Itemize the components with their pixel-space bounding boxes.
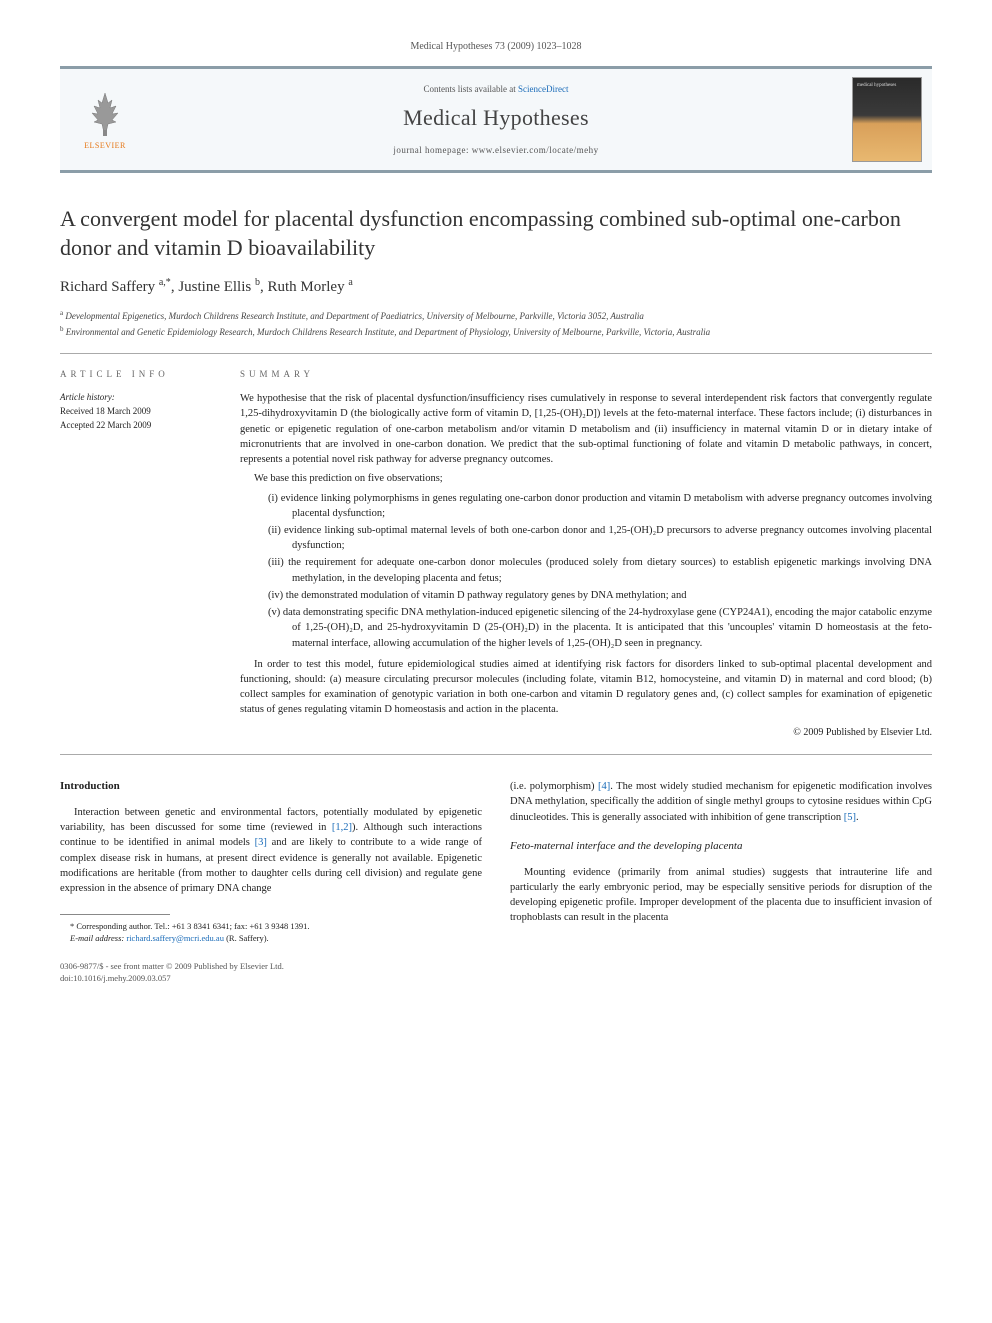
info-summary-row: ARTICLE INFO Article history: Received 1…	[60, 353, 932, 755]
observation-item: (iv) the demonstrated modulation of vita…	[268, 588, 932, 603]
citation-line: Medical Hypotheses 73 (2009) 1023–1028	[60, 40, 932, 54]
journal-header: ELSEVIER Contents lists available at Sci…	[60, 66, 932, 173]
affiliation: a Developmental Epigenetics, Murdoch Chi…	[60, 308, 932, 324]
observation-item: (iii) the requirement for adequate one-c…	[268, 555, 932, 585]
header-center: Contents lists available at ScienceDirec…	[140, 83, 852, 157]
observation-item: (i) evidence linking polymorphisms in ge…	[268, 491, 932, 521]
observation-item: (v) data demonstrating specific DNA meth…	[268, 605, 932, 651]
summary: SUMMARY We hypothesise that the risk of …	[240, 368, 932, 740]
summary-heading: SUMMARY	[240, 368, 932, 381]
body-col-right: (i.e. polymorphism) [4]. The most widely…	[510, 779, 932, 945]
affiliation: b Environmental and Genetic Epidemiology…	[60, 324, 932, 340]
publisher-logo: ELSEVIER	[70, 88, 140, 151]
received-date: Received 18 March 2009	[60, 405, 220, 418]
body-col-left: Introduction Interaction between genetic…	[60, 779, 482, 945]
subsection-heading: Feto-maternal interface and the developi…	[510, 839, 932, 855]
intro-para: Interaction between genetic and environm…	[60, 805, 482, 896]
summary-p1: We hypothesise that the risk of placenta…	[240, 391, 932, 467]
email-label: E-mail address:	[70, 933, 126, 943]
copyright: © 2009 Published by Elsevier Ltd.	[240, 726, 932, 741]
elsevier-tree-icon	[80, 88, 130, 138]
article-title: A convergent model for placental dysfunc…	[60, 205, 932, 262]
publisher-label: ELSEVIER	[84, 140, 126, 151]
email-link[interactable]: richard.saffery@mcri.edu.au	[126, 933, 224, 943]
contents-prefix: Contents lists available at	[424, 84, 518, 94]
col2-p2: Mounting evidence (primarily from animal…	[510, 865, 932, 926]
contents-available: Contents lists available at ScienceDirec…	[140, 83, 852, 96]
bottom-matter: 0306-9877/$ - see front matter © 2009 Pu…	[60, 961, 932, 985]
col2-continuation: (i.e. polymorphism) [4]. The most widely…	[510, 779, 932, 825]
observation-item: (ii) evidence linking sub-optimal matern…	[268, 523, 932, 553]
summary-p3: In order to test this model, future epid…	[240, 657, 932, 718]
ref-4[interactable]: [4]	[598, 781, 610, 792]
email-footnote: E-mail address: richard.saffery@mcri.edu…	[60, 933, 482, 945]
info-heading: ARTICLE INFO	[60, 368, 220, 381]
journal-cover-thumbnail: medical hypotheses	[852, 77, 922, 162]
ref-1-2[interactable]: [1,2]	[332, 822, 352, 833]
affiliations: a Developmental Epigenetics, Murdoch Chi…	[60, 308, 932, 339]
doi-line: doi:10.1016/j.mehy.2009.03.057	[60, 973, 932, 985]
corresponding-author: * Corresponding author. Tel.: +61 3 8341…	[60, 921, 482, 933]
ref-3[interactable]: [3]	[255, 837, 267, 848]
homepage-line: journal homepage: www.elsevier.com/locat…	[140, 144, 852, 157]
col2-text: .	[856, 812, 859, 823]
summary-p2: We base this prediction on five observat…	[240, 471, 932, 486]
journal-name: Medical Hypotheses	[140, 103, 852, 134]
article-info: ARTICLE INFO Article history: Received 1…	[60, 368, 240, 740]
authors: Richard Saffery a,*, Justine Ellis b, Ru…	[60, 276, 932, 298]
introduction-heading: Introduction	[60, 779, 482, 795]
history-label: Article history:	[60, 391, 220, 404]
footnote-separator	[60, 914, 170, 915]
col2-text: (i.e. polymorphism)	[510, 781, 598, 792]
body-columns: Introduction Interaction between genetic…	[60, 779, 932, 945]
cover-label: medical hypotheses	[857, 82, 896, 89]
sciencedirect-link[interactable]: ScienceDirect	[518, 84, 568, 94]
accepted-date: Accepted 22 March 2009	[60, 419, 220, 432]
issn-line: 0306-9877/$ - see front matter © 2009 Pu…	[60, 961, 932, 973]
ref-5[interactable]: [5]	[844, 812, 856, 823]
summary-observations-list: (i) evidence linking polymorphisms in ge…	[268, 491, 932, 651]
email-who: (R. Saffery).	[224, 933, 269, 943]
homepage-prefix: journal homepage:	[393, 145, 471, 155]
homepage-url: www.elsevier.com/locate/mehy	[472, 145, 599, 155]
